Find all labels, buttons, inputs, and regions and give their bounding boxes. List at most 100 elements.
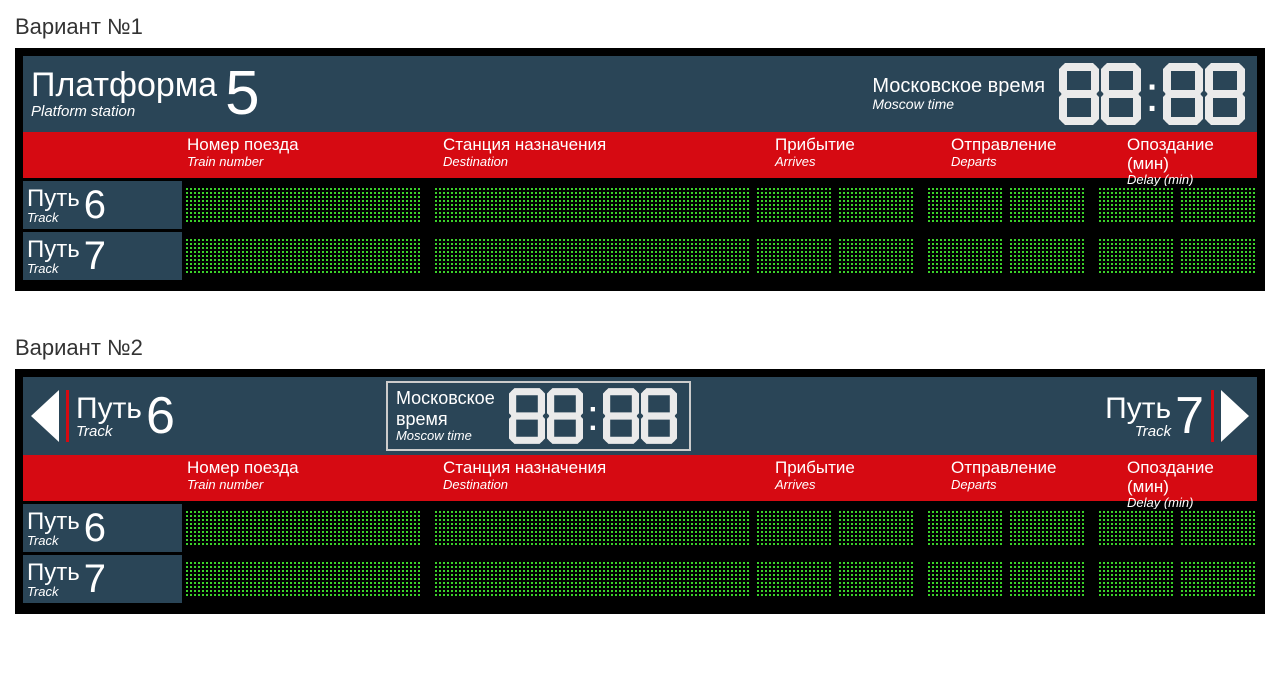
track-ru: Путь [27,238,80,262]
led-panel-dep [1008,509,1084,547]
track-indicator: Путь Track 7 [23,555,182,603]
board-header-v2: Путь Track 6 Московское время Moscow tim… [23,377,1257,455]
led-panel-arr [837,560,913,598]
track-number: 6 [84,506,106,551]
variant-label: Вариант №2 [15,335,1265,361]
right-track-number: 7 [1175,386,1204,446]
led-panel-dep [926,509,1002,547]
track-row: Путь Track 6 [23,178,1257,229]
led-panel-delay [1179,509,1255,547]
departure-board-v2: Путь Track 6 Московское время Moscow tim… [15,369,1265,614]
led-panel-dest [433,237,751,275]
led-panel-dep [1008,237,1084,275]
col-dest-en: Destination [443,478,775,492]
column-headers: Номер поезда Train number Станция назнач… [23,132,1257,178]
led-panel-dep [926,186,1002,224]
track-en: Track [27,262,80,275]
led-panel-arr [755,509,831,547]
track-en: Track [27,534,80,547]
divider-bar [1211,390,1214,442]
track-number: 7 [84,234,106,279]
track-en: Track [27,585,80,598]
column-headers: Номер поезда Train number Станция назнач… [23,455,1257,501]
led-panel-dep [926,237,1002,275]
led-panel-dest [433,186,751,224]
track-number: 6 [84,183,106,228]
led-panel-arr [755,186,831,224]
moscow-time-ru: Московское время [872,75,1045,97]
divider-bar [66,390,69,442]
clock-digit-icon [547,388,583,444]
departure-board-v1: Платформа Platform station 5 Московское … [15,48,1265,291]
led-panel-delay [1097,186,1173,224]
clock-digit-icon [1163,63,1203,125]
col-dest-en: Destination [443,155,775,169]
clock-separator: : [1143,63,1161,125]
col-dep-ru: Отправление [951,136,1127,155]
col-dest-ru: Станция назначения [443,459,775,478]
moscow-time-ru1: Московское [396,388,495,409]
track-en: Track [27,211,80,224]
moscow-time-ru2: время [396,409,495,430]
led-panel-delay [1179,560,1255,598]
led-panel-train [184,560,420,598]
led-panel-delay [1179,237,1255,275]
arrow-left-icon [31,390,59,442]
led-panel-train [184,509,420,547]
board-header-v1: Платформа Platform station 5 Московское … [23,56,1257,132]
variant-label: Вариант №1 [15,14,1265,40]
clock-digit-icon [1059,63,1099,125]
col-arr-ru: Прибытие [775,459,951,478]
direction-right: Путь Track 7 [1097,377,1257,455]
led-panel-dep [1008,186,1084,224]
led-panel-arr [755,237,831,275]
track-indicator: Путь Track 7 [23,232,182,280]
track-ru: Путь [27,187,80,211]
left-track-en: Track [76,424,142,439]
col-train-en: Train number [187,155,443,169]
led-panel-arr [837,509,913,547]
moscow-time-en: Moscow time [396,429,495,444]
col-arr-en: Arrives [775,478,951,492]
direction-left: Путь Track 6 [23,377,183,455]
clock-digit-icon [603,388,639,444]
left-track-ru: Путь [76,394,142,424]
moscow-time-en: Moscow time [872,97,1045,112]
col-delay-ru: Опоздание (мин) [1127,459,1251,496]
track-ru: Путь [27,510,80,534]
led-panel-delay [1097,509,1173,547]
col-arr-ru: Прибытие [775,136,951,155]
led-panel-train [184,186,420,224]
right-track-en: Track [1105,424,1171,439]
track-indicator: Путь Track 6 [23,181,182,229]
moscow-time-block: Московское время Moscow time : [868,56,1257,132]
clock-digit-icon [509,388,545,444]
platform-number: 5 [225,66,259,122]
led-panel-train [184,237,420,275]
col-train-ru: Номер поезда [187,459,443,478]
track-row: Путь Track 7 [23,552,1257,606]
col-delay-ru: Опоздание (мин) [1127,136,1251,173]
led-panel-arr [755,560,831,598]
moscow-time-block: Московское время Moscow time : [386,381,691,451]
col-train-ru: Номер поезда [187,136,443,155]
led-panel-dest [433,560,751,598]
right-track-ru: Путь [1105,394,1171,424]
led-panel-delay [1179,186,1255,224]
clock-display: : [505,386,681,446]
col-dest-ru: Станция назначения [443,136,775,155]
col-arr-en: Arrives [775,155,951,169]
clock-digit-icon [1205,63,1245,125]
platform-indicator: Платформа Platform station 5 [23,56,270,132]
led-panel-dep [1008,560,1084,598]
col-train-en: Train number [187,478,443,492]
track-indicator: Путь Track 6 [23,504,182,552]
led-panel-dep [926,560,1002,598]
clock-digit-icon [1101,63,1141,125]
col-dep-ru: Отправление [951,459,1127,478]
clock-separator: : [585,388,601,444]
clock-digit-icon [641,388,677,444]
led-panel-delay [1097,237,1173,275]
track-row: Путь Track 6 [23,501,1257,552]
track-row: Путь Track 7 [23,229,1257,283]
